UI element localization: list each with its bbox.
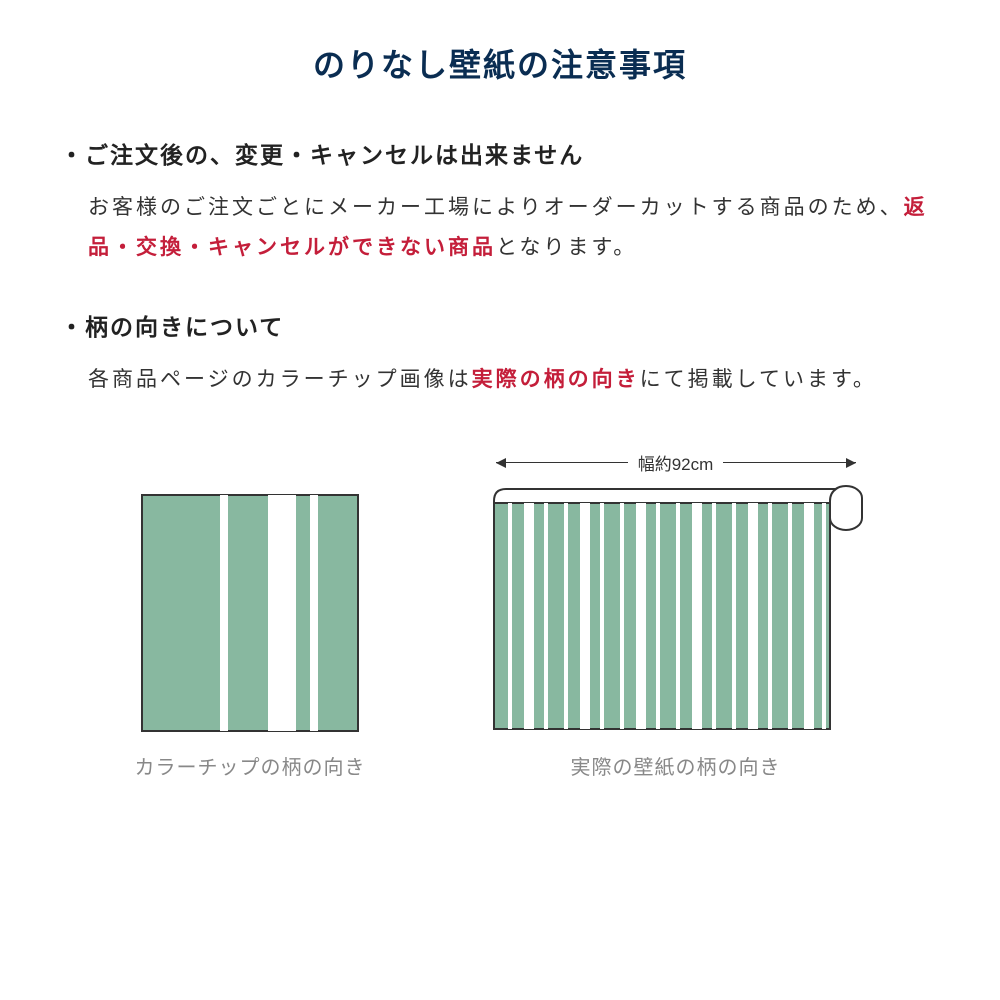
section-heading: ・柄の向きについて [60, 308, 940, 342]
body-post: にて掲載しています。 [640, 368, 877, 391]
wallpaper-roll-svg [486, 483, 866, 733]
body-post: となります。 [496, 236, 637, 259]
page-title: のりなし壁紙の注意事項 [60, 40, 940, 86]
width-text: 幅約92cm [628, 450, 724, 475]
diagram-label-right: 実際の壁紙の柄の向き [571, 751, 781, 780]
diagram-color-chip: カラーチップの柄の向き [135, 457, 366, 780]
body-pre: 各商品ページのカラーチップ画像は [88, 368, 472, 391]
section-heading: ・ご注文後の、変更・キャンセルは出来ません [60, 136, 940, 170]
section-cancel-policy: ・ご注文後の、変更・キャンセルは出来ません お客様のご注文ごとにメーカー工場によ… [60, 136, 940, 268]
color-chip-svg [140, 493, 360, 733]
diagram-label-left: カラーチップの柄の向き [135, 751, 366, 780]
body-highlight: 実際の柄の向き [472, 368, 640, 391]
diagrams-container: カラーチップの柄の向き 幅約92cm [60, 450, 940, 780]
section-body: お客様のご注文ごとにメーカー工場によりオーダーカットする商品のため、返品・交換・… [60, 188, 940, 268]
section-pattern-direction: ・柄の向きについて 各商品ページのカラーチップ画像は実際の柄の向きにて掲載してい… [60, 308, 940, 400]
width-annotation: 幅約92cm [496, 450, 856, 475]
body-pre: お客様のご注文ごとにメーカー工場によりオーダーカットする商品のため、 [88, 196, 904, 219]
diagram-wallpaper-roll: 幅約92cm [486, 450, 866, 780]
section-body: 各商品ページのカラーチップ画像は実際の柄の向きにて掲載しています。 [60, 360, 940, 400]
